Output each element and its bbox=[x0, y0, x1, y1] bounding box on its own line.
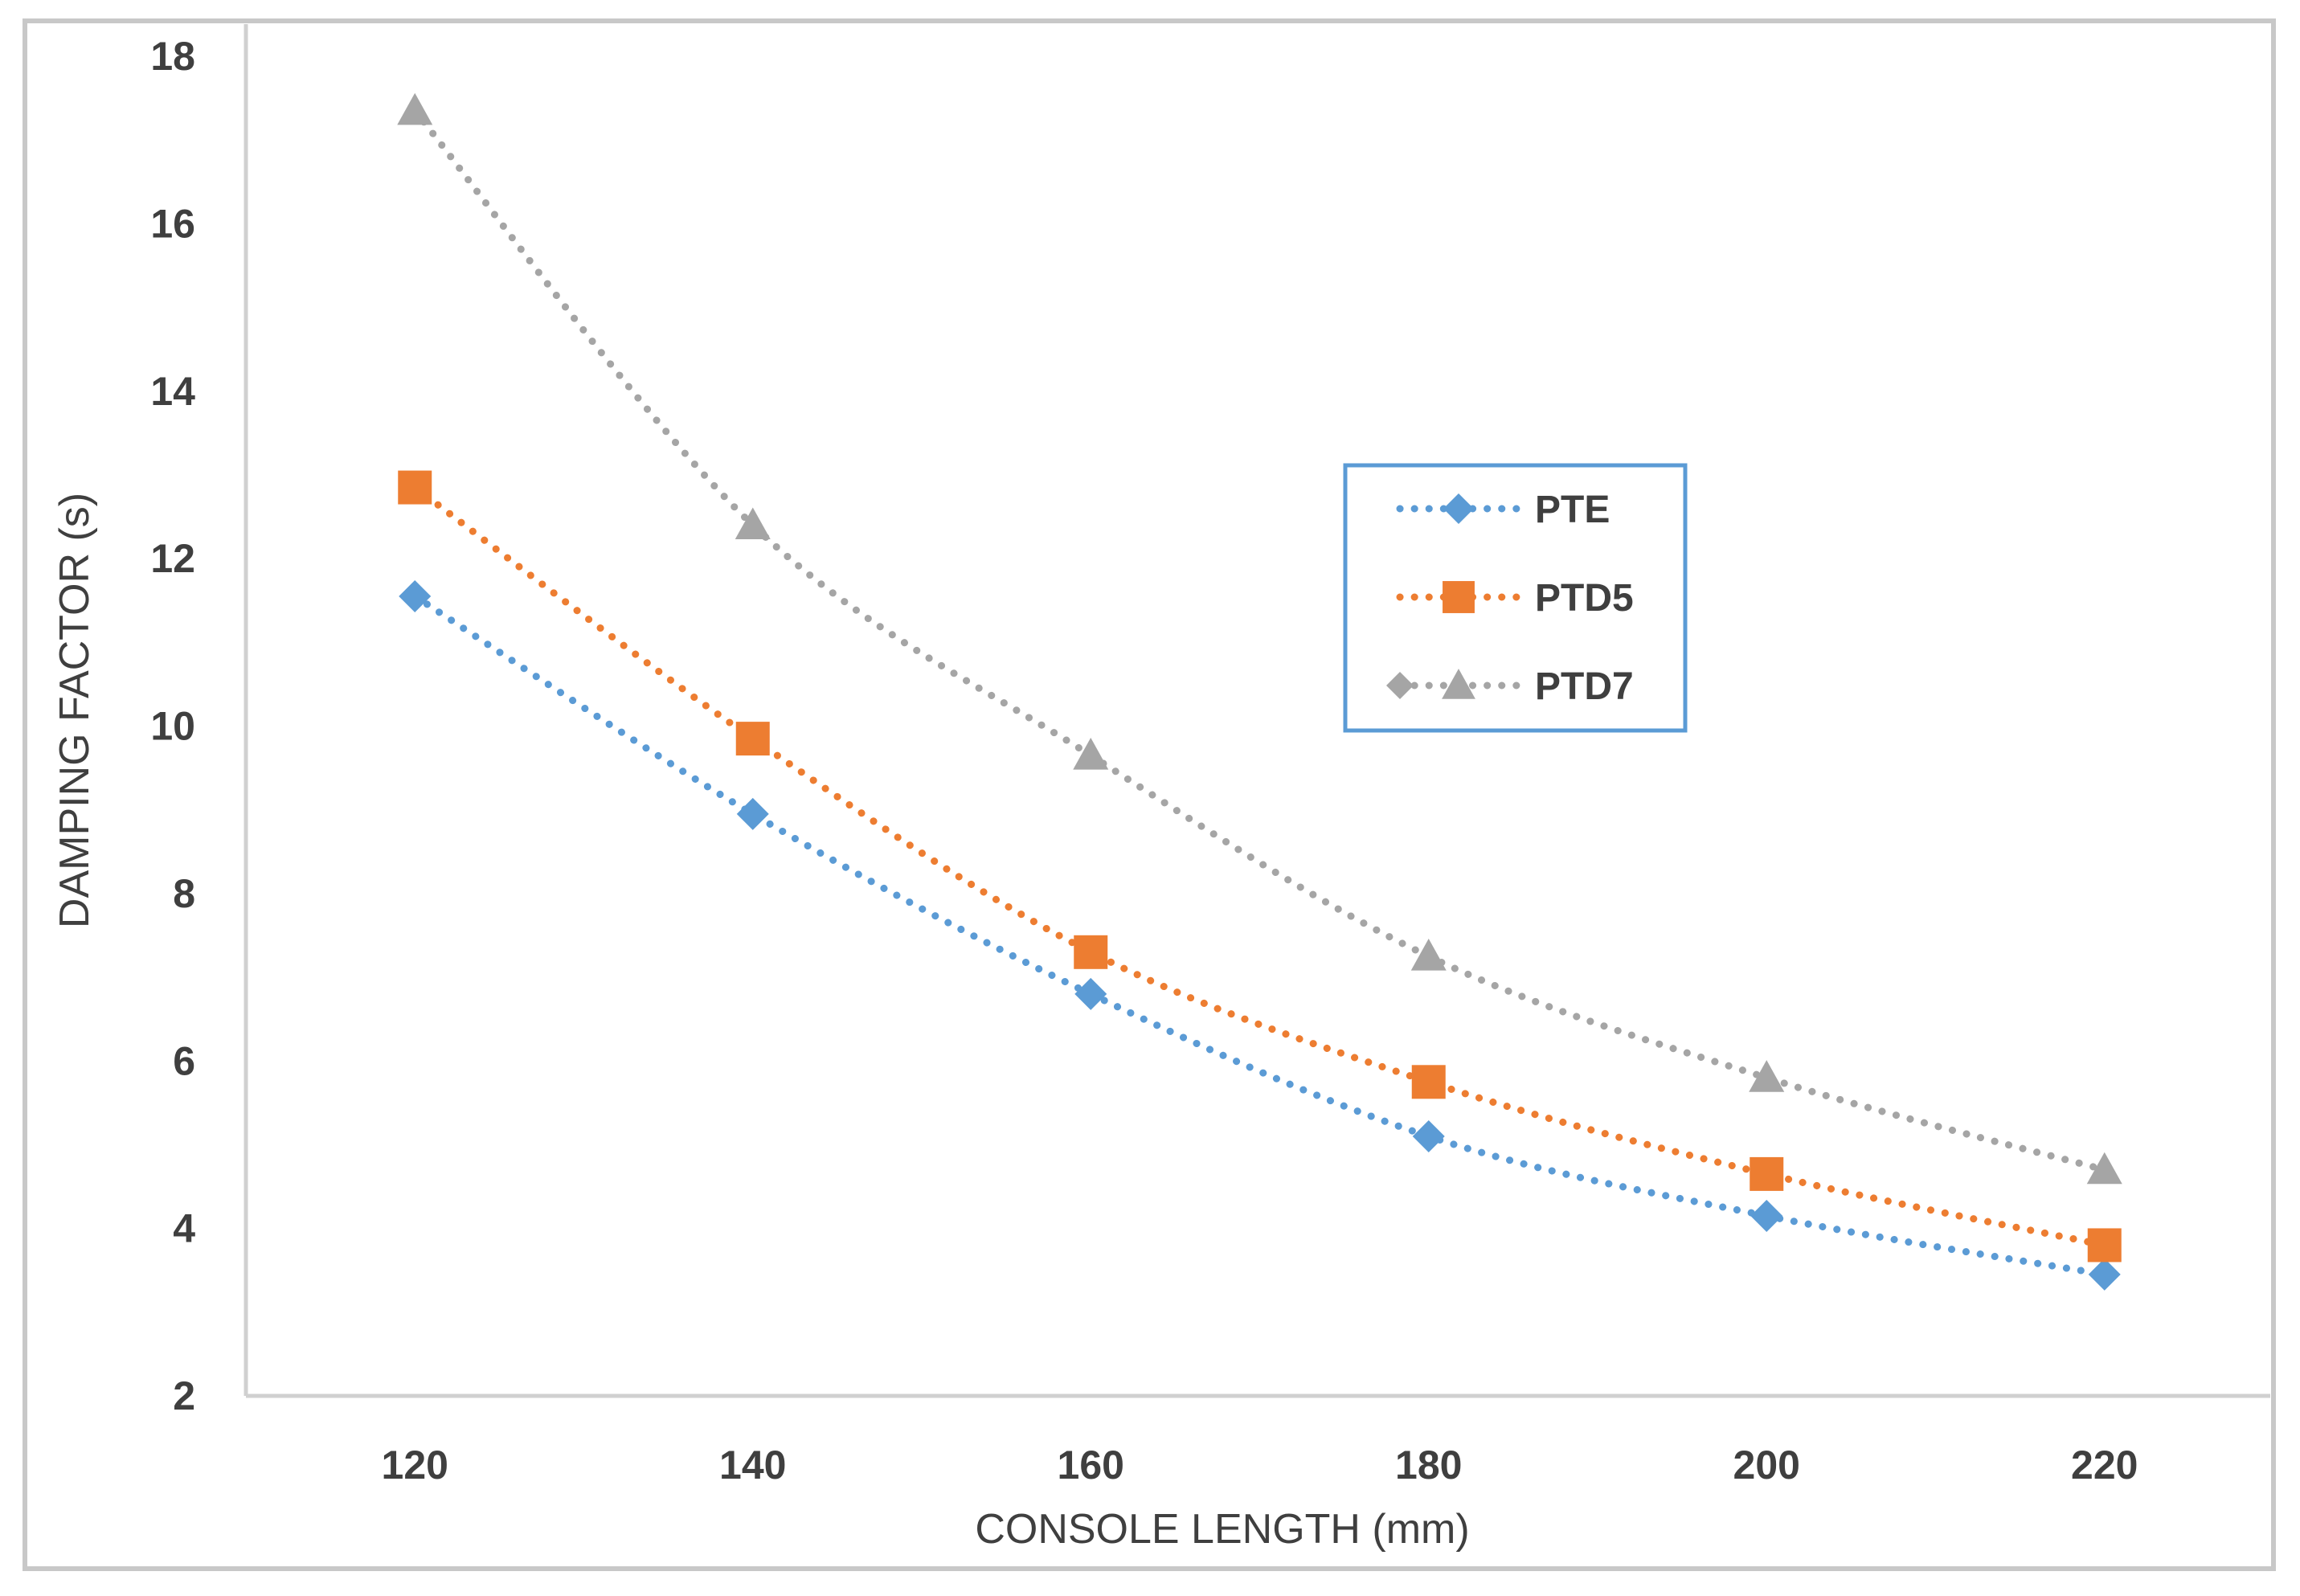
data-point-ptd7 bbox=[1073, 737, 1109, 770]
y-axis: 2 4 6 8 10 12 14 16 18 bbox=[150, 24, 248, 1418]
y-tick-label: 14 bbox=[150, 369, 195, 414]
legend-item-ptd7: PTD7 bbox=[1386, 665, 1634, 708]
series-line-ptd5 bbox=[411, 484, 2109, 1249]
series-line-pte bbox=[411, 592, 2109, 1279]
y-tick-label: 6 bbox=[173, 1038, 195, 1083]
x-tick-label: 200 bbox=[1733, 1443, 1800, 1488]
y-axis-title: DAMPING FACTOR (s) bbox=[51, 493, 98, 928]
data-point-pte bbox=[2088, 1258, 2121, 1291]
x-tick-label: 180 bbox=[1395, 1443, 1462, 1488]
series-ptd5 bbox=[398, 470, 2122, 1262]
data-point-pte bbox=[1750, 1199, 1783, 1232]
series-line-ptd7 bbox=[411, 107, 2109, 1174]
data-point-ptd5 bbox=[398, 470, 432, 505]
x-axis-title: CONSOLE LENGTH (mm) bbox=[975, 1506, 1469, 1553]
x-tick-label: 120 bbox=[382, 1443, 448, 1488]
y-tick-label: 8 bbox=[173, 871, 195, 916]
legend-marker bbox=[1443, 493, 1474, 524]
legend-label: PTD7 bbox=[1535, 665, 1634, 708]
x-tick-label: 220 bbox=[2071, 1443, 2138, 1488]
y-tick-label: 16 bbox=[150, 201, 195, 246]
data-point-pte bbox=[1412, 1120, 1445, 1153]
data-point-ptd7 bbox=[2086, 1152, 2122, 1185]
data-point-pte bbox=[399, 580, 432, 613]
data-point-ptd5 bbox=[1411, 1065, 1446, 1099]
x-tick-label: 140 bbox=[719, 1443, 786, 1488]
series-ptd7 bbox=[397, 92, 2122, 1185]
legend-marker bbox=[1386, 672, 1414, 699]
data-point-ptd5 bbox=[735, 722, 770, 756]
data-point-ptd7 bbox=[1749, 1060, 1785, 1092]
plot-series bbox=[397, 92, 2122, 1291]
data-point-ptd7 bbox=[397, 92, 433, 125]
data-point-pte bbox=[736, 797, 769, 830]
data-point-pte bbox=[1074, 977, 1107, 1010]
data-point-ptd5 bbox=[1074, 935, 1108, 969]
legend-item-pte: PTE bbox=[1396, 489, 1610, 531]
legend-marker bbox=[1443, 581, 1475, 613]
legend-item-ptd5: PTD5 bbox=[1396, 577, 1634, 620]
x-axis: 120 140 160 180 200 220 bbox=[246, 1393, 2270, 1488]
legend-marker bbox=[1442, 669, 1475, 699]
data-point-ptd5 bbox=[1750, 1156, 1784, 1191]
y-tick-label: 2 bbox=[173, 1373, 195, 1418]
legend-label: PTD5 bbox=[1535, 577, 1634, 620]
series-pte bbox=[399, 580, 2121, 1291]
y-tick-label: 18 bbox=[150, 34, 195, 79]
data-point-ptd7 bbox=[1410, 939, 1447, 971]
y-tick-label: 4 bbox=[173, 1206, 195, 1251]
data-point-ptd5 bbox=[2087, 1228, 2122, 1262]
legend: PTE PTD5 PTD7 bbox=[1343, 463, 1688, 733]
x-tick-label: 160 bbox=[1058, 1443, 1124, 1488]
data-point-ptd7 bbox=[735, 507, 771, 540]
legend-label: PTE bbox=[1535, 489, 1610, 531]
y-tick-label: 10 bbox=[150, 704, 195, 749]
y-tick-label: 12 bbox=[150, 536, 195, 581]
